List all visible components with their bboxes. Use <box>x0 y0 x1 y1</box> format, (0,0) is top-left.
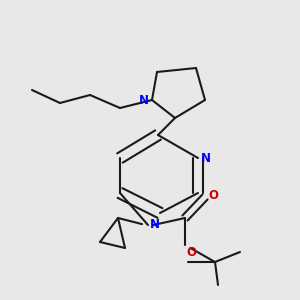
Text: N: N <box>139 94 149 106</box>
Text: O: O <box>187 247 196 260</box>
Text: N: N <box>149 218 160 232</box>
Text: O: O <box>208 189 218 202</box>
Text: N: N <box>201 152 211 164</box>
